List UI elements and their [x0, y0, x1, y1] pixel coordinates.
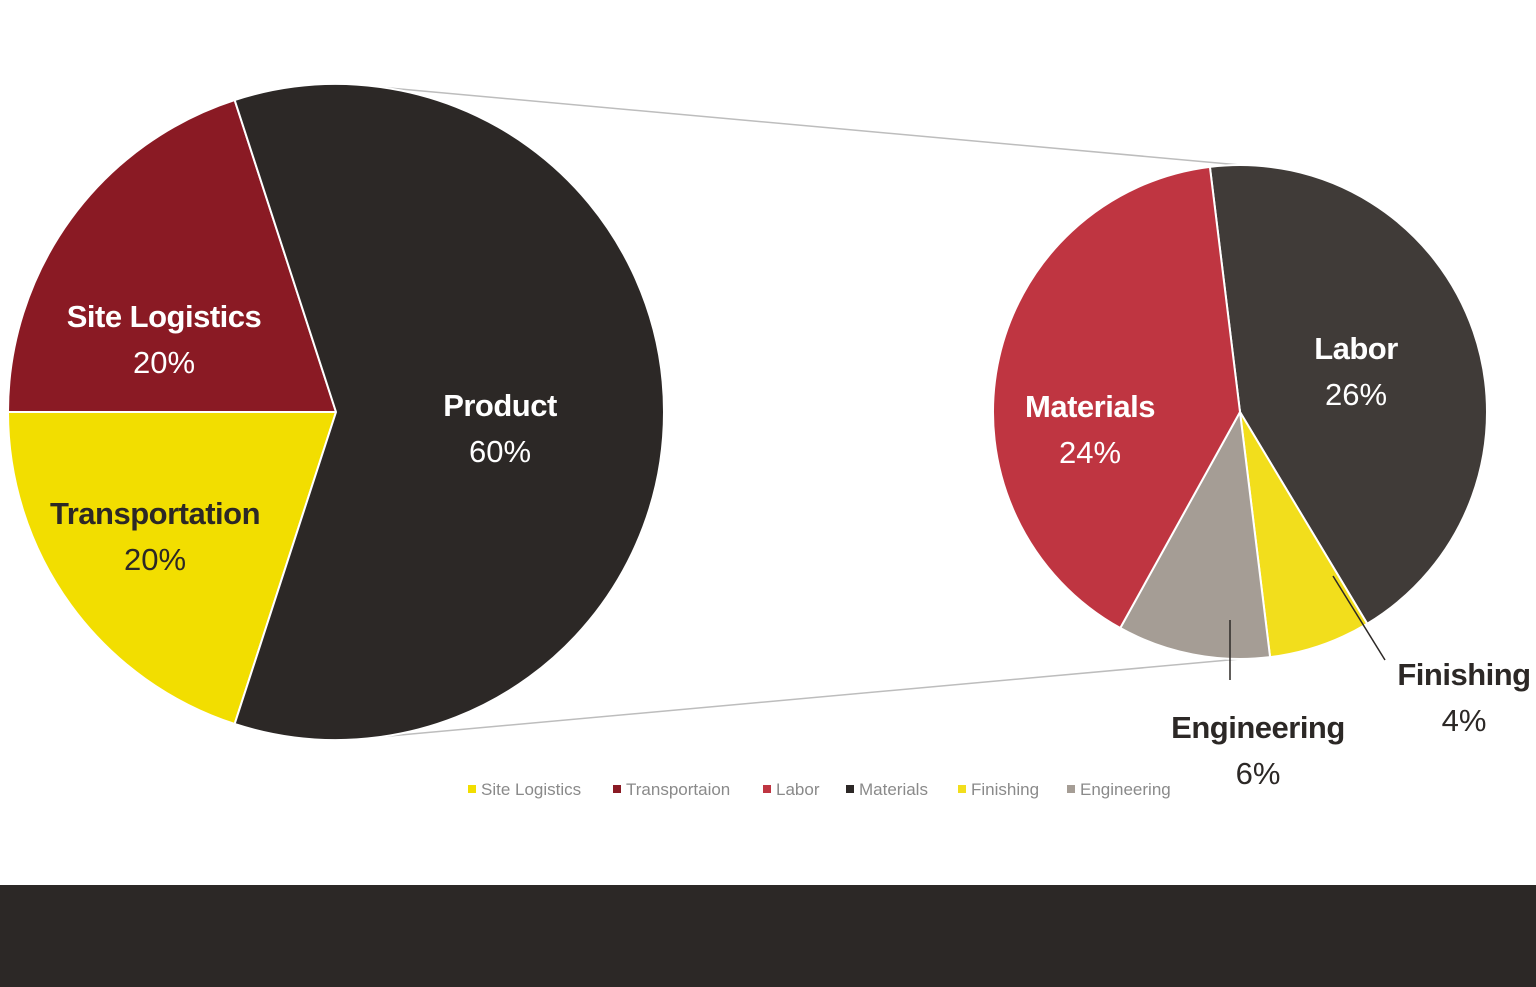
- legend-label: Site Logistics: [481, 780, 581, 799]
- legend-item-transportaion: Transportaion: [613, 780, 730, 799]
- label-main-site-logistics-value: 20%: [133, 345, 195, 380]
- label-main-transportation-value: 20%: [124, 542, 186, 577]
- label-sub-finishing: Finishing 4%: [1397, 657, 1531, 738]
- legend-swatch: [468, 785, 476, 793]
- label-sub-engineering-value: 6%: [1236, 756, 1281, 791]
- sub-slice-labor: [1208, 164, 1488, 626]
- legend-label: Transportaion: [626, 780, 730, 799]
- legend-label: Finishing: [971, 780, 1039, 799]
- legend: Site Logistics Transportaion Labor Material…: [468, 780, 1171, 799]
- legend-swatch: [1067, 785, 1075, 793]
- label-main-transportation-name: Transportation: [50, 496, 260, 531]
- legend-swatch: [846, 785, 854, 793]
- label-sub-materials-value: 24%: [1059, 435, 1121, 470]
- legend-item-engineering: Engineering: [1067, 780, 1171, 799]
- sub-pie: [992, 164, 1488, 660]
- label-main-transportation: Transportation 20%: [50, 496, 261, 577]
- sub-slice-engineering: [1118, 408, 1272, 660]
- label-sub-materials-name: Materials: [1025, 389, 1155, 424]
- label-sub-finishing-name: Finishing: [1397, 657, 1530, 692]
- label-main-site-logistics: Site Logistics 20%: [67, 299, 262, 380]
- label-sub-engineering-name: Engineering: [1171, 710, 1345, 745]
- footer-bar: [0, 885, 1536, 987]
- connector-lines: [355, 84, 1241, 740]
- leader-line-finishing: [1332, 575, 1386, 661]
- legend-swatch: [763, 785, 771, 793]
- main-slice-transportation: [6, 411, 338, 726]
- legend-swatch: [613, 785, 621, 793]
- label-sub-labor-value: 26%: [1325, 377, 1387, 412]
- sub-slice-materials: [992, 165, 1242, 630]
- connector-line-top: [355, 84, 1241, 166]
- legend-item-finishing: Finishing: [958, 780, 1039, 799]
- connector-line-bottom: [355, 658, 1241, 740]
- main-slice-product: [233, 83, 665, 741]
- legend-label: Engineering: [1080, 780, 1171, 799]
- legend-label: Labor: [776, 780, 820, 799]
- label-main-product-value: 60%: [469, 434, 531, 469]
- legend-item-materials: Materials: [846, 780, 928, 799]
- label-sub-labor-name: Labor: [1314, 331, 1398, 366]
- main-pie: [6, 83, 665, 741]
- data-labels: Site Logistics 20% Transportation 20% Produc…: [50, 299, 1531, 791]
- legend-swatch: [958, 785, 966, 793]
- label-sub-materials: Materials 24%: [1025, 389, 1155, 470]
- label-sub-labor: Labor 26%: [1314, 331, 1399, 412]
- label-main-product-name: Product: [443, 388, 557, 423]
- legend-item-labor: Labor: [763, 780, 820, 799]
- label-sub-engineering: Engineering 6%: [1171, 710, 1345, 791]
- legend-label: Materials: [859, 780, 928, 799]
- legend-item-site-logistics: Site Logistics: [468, 780, 581, 799]
- label-main-site-logistics-name: Site Logistics: [67, 299, 262, 334]
- label-sub-finishing-value: 4%: [1442, 703, 1487, 738]
- pie-of-pie-chart: Site Logistics 20% Transportation 20% Produc…: [6, 83, 1531, 799]
- label-main-product: Product 60%: [443, 388, 557, 469]
- main-slice-site-logistics: [6, 98, 338, 413]
